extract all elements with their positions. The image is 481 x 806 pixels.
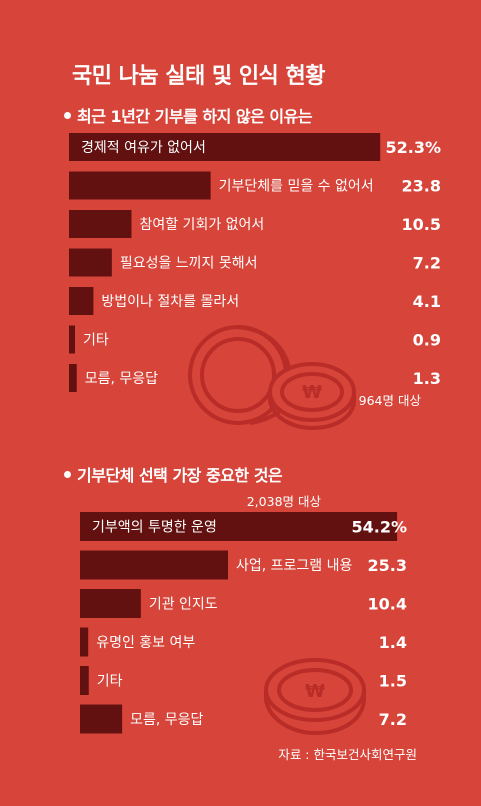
category-label: 사업, 프로그램 내용 xyxy=(236,558,353,574)
category-label: 기부단체를 믿을 수 없어서 xyxy=(219,179,374,195)
value-label: 25.3 xyxy=(368,556,407,575)
value-label: 7.2 xyxy=(379,710,407,729)
value-label: 7.2 xyxy=(413,254,441,273)
category-label: 기타 xyxy=(83,333,109,349)
coin-icon: ₩ xyxy=(264,658,366,736)
bar xyxy=(69,171,211,200)
chart-2-note: 2,038명 대상 xyxy=(246,494,321,509)
bar xyxy=(69,287,94,315)
section-2-title: 기부단체 선택 가장 중요한 것은 xyxy=(64,462,283,486)
chart-1-note: 964명 대상 xyxy=(358,393,421,408)
bar xyxy=(80,704,123,734)
bar xyxy=(80,589,141,618)
bar xyxy=(69,364,77,392)
coin-icon: ₩ xyxy=(188,325,356,431)
bar xyxy=(69,133,381,161)
category-label: 경제적 여유가 없어서 xyxy=(81,140,206,156)
category-label: 기부액의 투명한 운영 xyxy=(92,520,217,536)
category-label: 기관 인지도 xyxy=(149,597,218,613)
section-1-title-text: 최근 1년간 기부를 하지 않은 이유는 xyxy=(77,107,313,126)
bar xyxy=(69,248,112,277)
svg-text:₩: ₩ xyxy=(305,681,325,702)
bullet-icon xyxy=(64,471,71,478)
value-label: 1.3 xyxy=(413,369,441,388)
category-label: 방법이나 절차를 몰라서 xyxy=(101,294,239,310)
value-label: 52.3% xyxy=(385,138,441,157)
category-label: 모름, 무응답 xyxy=(85,371,158,387)
svg-text:₩: ₩ xyxy=(302,382,322,403)
value-label: 10.5 xyxy=(402,215,441,234)
main-title: 국민 나눔 실태 및 인식 현황 xyxy=(72,64,325,89)
source-note: 자료 : 한국보건사회연구원 xyxy=(278,747,417,762)
bar xyxy=(80,550,229,580)
value-label: 1.4 xyxy=(379,633,407,652)
value-label: 1.5 xyxy=(379,672,407,691)
value-label: 10.4 xyxy=(368,595,407,614)
bar xyxy=(69,210,132,238)
bar xyxy=(69,325,75,354)
category-label: 기타 xyxy=(97,674,123,690)
value-label: 0.9 xyxy=(413,331,441,350)
bullet-icon xyxy=(64,112,71,119)
bar xyxy=(80,666,89,695)
value-label: 23.8 xyxy=(402,177,441,196)
category-label: 필요성을 느끼지 못해서 xyxy=(120,256,258,272)
value-label: 4.1 xyxy=(413,292,441,311)
category-label: 유명인 홍보 여부 xyxy=(96,635,195,651)
category-label: 모름, 무응답 xyxy=(130,712,203,728)
category-label: 참여할 기회가 없어서 xyxy=(139,217,264,233)
value-label: 54.2% xyxy=(351,518,407,537)
bar xyxy=(80,627,89,657)
bar xyxy=(80,512,398,541)
section-2-title-text: 기부단체 선택 가장 중요한 것은 xyxy=(77,466,283,485)
section-1-title: 최근 1년간 기부를 하지 않은 이유는 xyxy=(64,103,313,127)
